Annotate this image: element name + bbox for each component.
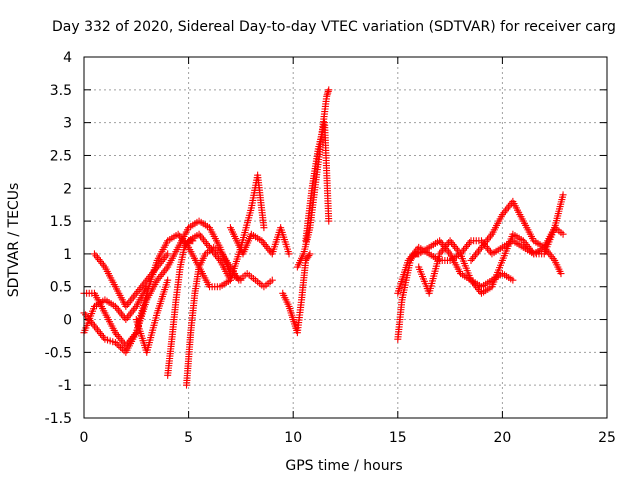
series-s7 — [183, 243, 276, 389]
y-tick-label: 0 — [63, 313, 72, 329]
x-tick-label: 5 — [184, 430, 193, 446]
grid-lines — [84, 57, 607, 418]
series-s4 — [90, 250, 172, 310]
x-tick-label: 25 — [598, 430, 616, 446]
y-tick-label: -1 — [58, 378, 72, 394]
x-axis-label: GPS time / hours — [285, 458, 402, 474]
data-point — [559, 230, 567, 238]
x-tick-label: 20 — [493, 430, 511, 446]
data-point — [557, 270, 565, 278]
series-s12 — [302, 119, 333, 245]
series-s15 — [415, 191, 567, 297]
data-point — [115, 342, 123, 350]
data-point — [325, 86, 333, 94]
y-tick-label: 3.5 — [50, 83, 72, 99]
data-point — [260, 224, 268, 232]
y-tick-label: 2 — [63, 181, 72, 197]
axis-ticks: 0 5 10 15 20 25 -1.5 -1 -0.5 0 0.5 1 1.5 2 2.5 3 3.5 4 — [45, 50, 616, 446]
y-tick-label: 4 — [63, 50, 72, 66]
chart-title: Day 332 of 2020, Sidereal Day-to-day VTE… — [52, 19, 616, 35]
y-tick-label: 0.5 — [50, 280, 72, 296]
y-tick-label: -0.5 — [45, 345, 72, 361]
y-axis-label: SDTVAR / TECUs — [6, 183, 22, 298]
data-points — [80, 86, 567, 389]
series-s9 — [226, 224, 293, 258]
x-tick-label: 15 — [389, 430, 407, 446]
y-tick-label: 1.5 — [50, 214, 72, 230]
y-tick-label: 3 — [63, 116, 72, 132]
data-point — [118, 345, 126, 353]
y-tick-label: 1 — [63, 247, 72, 263]
data-point — [268, 276, 276, 284]
data-point — [306, 250, 314, 258]
y-tick-label: 2.5 — [50, 148, 72, 164]
data-point — [509, 276, 517, 284]
plot-frame — [83, 56, 608, 419]
x-tick-label: 10 — [284, 430, 302, 446]
y-tick-label: -1.5 — [45, 411, 72, 427]
data-point — [164, 250, 172, 258]
series-s10 — [279, 250, 314, 337]
data-point — [559, 191, 567, 199]
data-point — [111, 339, 119, 347]
data-point — [325, 217, 333, 225]
data-point — [164, 276, 172, 284]
data-point — [305, 252, 313, 260]
series-s6 — [164, 237, 197, 379]
data-point — [117, 343, 125, 351]
data-point — [285, 250, 293, 258]
series-s5 — [132, 276, 172, 356]
x-tick-label: 0 — [80, 430, 89, 446]
series-s16 — [467, 197, 565, 278]
data-point — [113, 340, 121, 348]
series-s2 — [80, 217, 245, 356]
